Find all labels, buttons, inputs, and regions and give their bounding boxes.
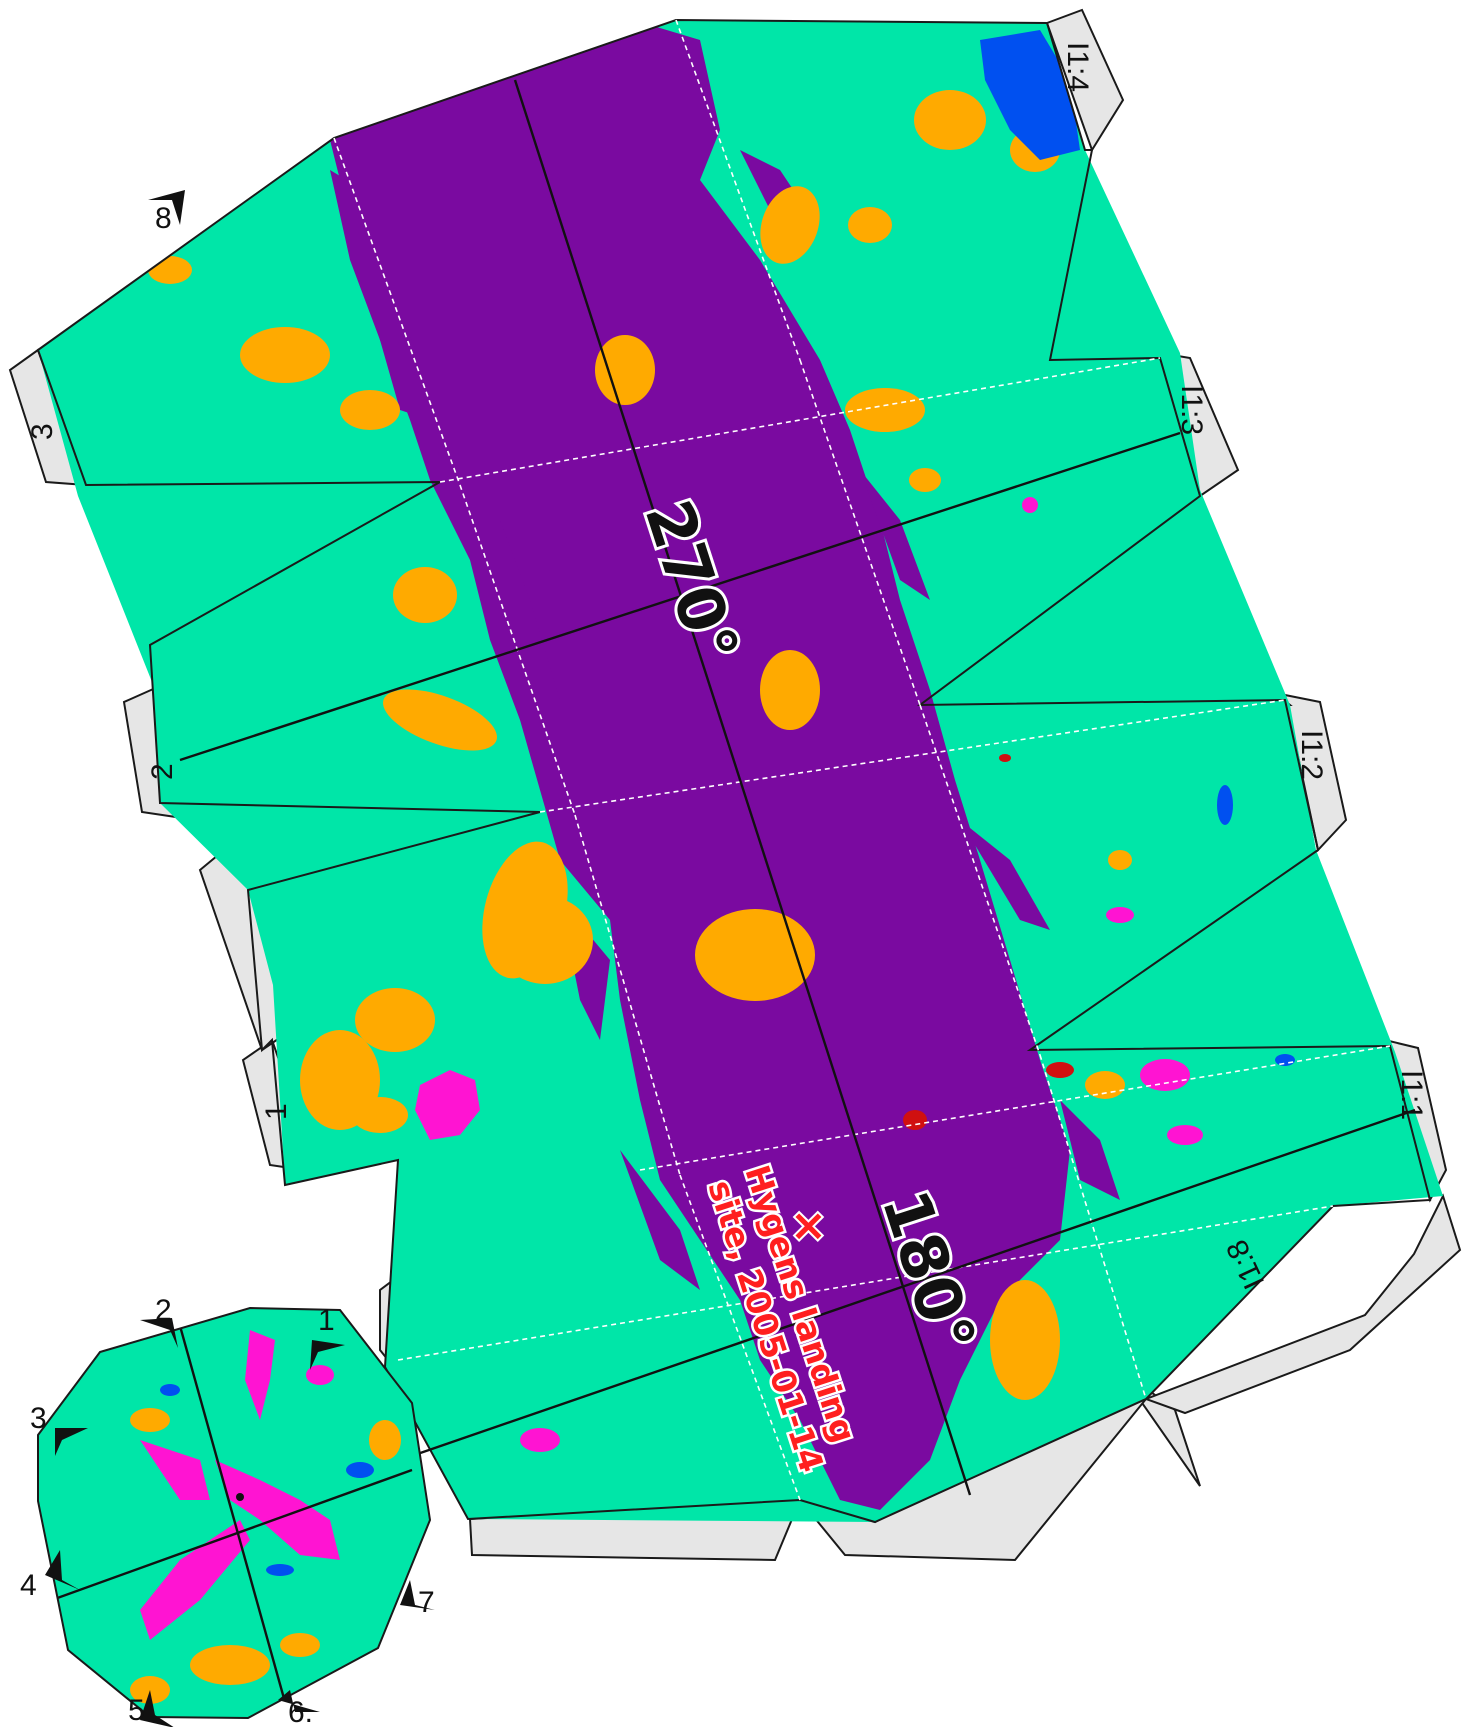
net-outline — [36, 18, 1432, 1524]
tab-label-i14: I1:4 — [1061, 42, 1094, 92]
polar-labels: 1 2 3 4 5 6. 7 8 — [20, 202, 435, 1727]
tab-label-i13: I1:3 — [1175, 385, 1208, 435]
polar-label-2: 2 — [155, 1294, 172, 1327]
polar-label-7: 7 — [418, 1586, 435, 1619]
dark-streaks-west — [330, 170, 700, 1290]
fold-lines — [333, 19, 1391, 1501]
tab-i14 — [1045, 8, 1125, 153]
polar-octagon — [37, 1306, 432, 1720]
polar-octagon-outline — [37, 1306, 432, 1720]
polar-label-8: 8 — [155, 202, 172, 235]
blue-terrain — [980, 30, 1295, 1066]
dark-dune-belt — [330, 25, 1070, 1510]
tab-i18b — [1143, 1193, 1462, 1415]
arrow-marker-4 — [45, 1550, 80, 1590]
polar-label-3: 3 — [30, 1402, 47, 1435]
orange-terrain — [148, 90, 1132, 1400]
latitude-line-1 — [399, 1108, 1416, 1462]
tab-label-3: 3 — [26, 423, 59, 440]
graticule — [179, 79, 1416, 1496]
tab-label-1: 1 — [260, 1103, 293, 1120]
polar-label-4: 4 — [20, 1569, 37, 1602]
arrow-marker-7 — [400, 1580, 435, 1610]
magenta-terrain — [415, 497, 1203, 1452]
tab-label-2: 2 — [146, 763, 179, 780]
landing-site-marker: × — [790, 1200, 827, 1251]
arrow-marker-5 — [140, 1690, 174, 1727]
latitude-line-2 — [179, 431, 1181, 762]
tab-labels: I1:4 I1:3 I1:2 I1:1 I1:8 1 2 3 — [26, 42, 1428, 1294]
meridian-line — [513, 79, 972, 1496]
polar-label-1: 1 — [318, 1304, 335, 1337]
tab-label-i11: I1:1 — [1395, 1070, 1428, 1120]
polar-label-6: 6. — [288, 1696, 313, 1727]
arrow-marker-8 — [148, 190, 185, 225]
polar-orange — [130, 1408, 401, 1704]
pole-dot — [236, 1493, 244, 1501]
arrow-marker-6 — [278, 1690, 320, 1712]
tab-label-i12: I1:2 — [1295, 730, 1328, 780]
polar-arrows — [45, 190, 435, 1727]
polar-magenta — [140, 1330, 340, 1640]
arrow-marker-1 — [310, 1340, 345, 1370]
arrow-marker-3 — [55, 1428, 88, 1456]
arrow-marker-2 — [140, 1318, 178, 1348]
polar-label-5: 5 — [128, 1694, 145, 1727]
